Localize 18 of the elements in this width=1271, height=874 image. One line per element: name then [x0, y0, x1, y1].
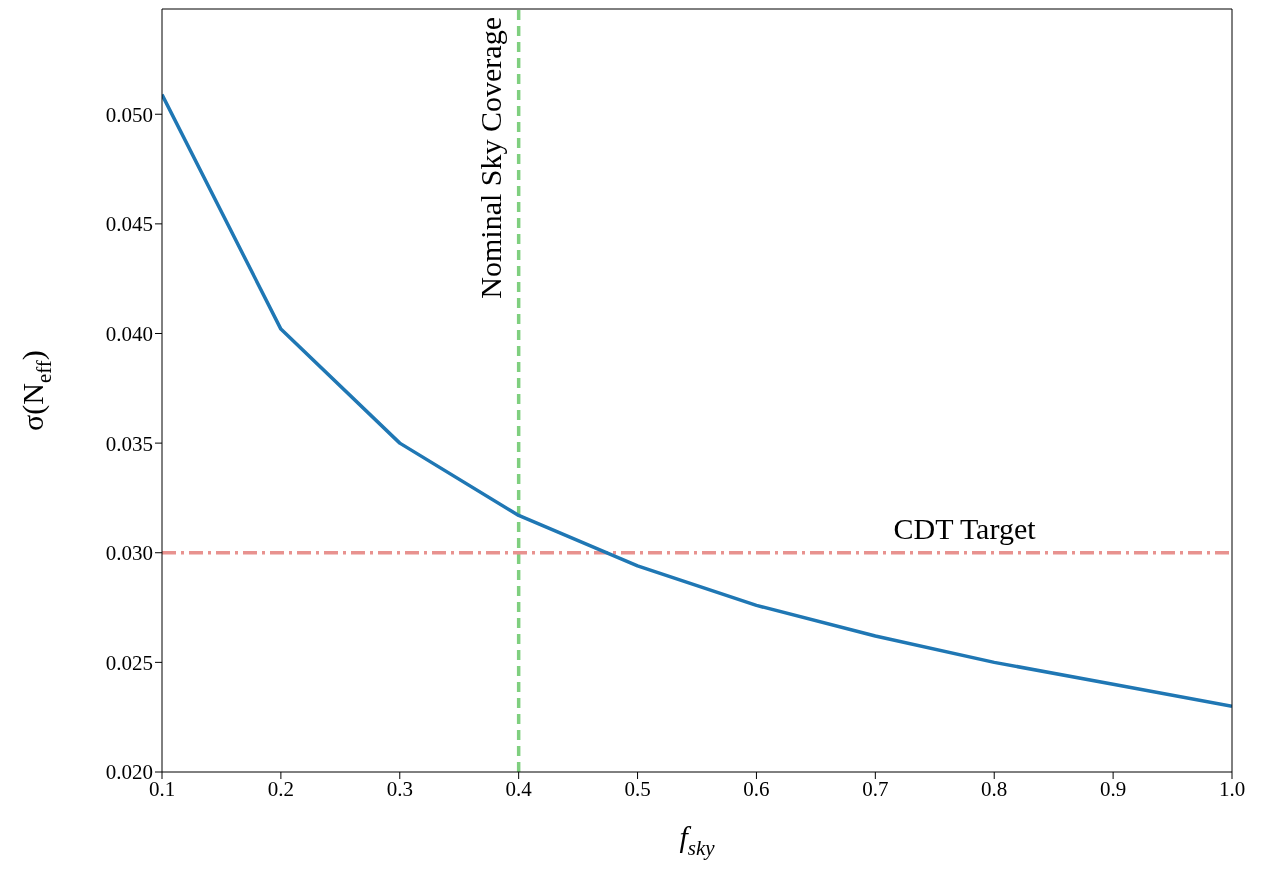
x-tick-label: 0.6	[743, 776, 770, 801]
x-tick-label: 0.4	[505, 776, 533, 801]
y-tick-label: 0.030	[105, 541, 153, 566]
y-tick-label: 0.040	[105, 321, 153, 346]
x-tick-label: 1.0	[1218, 776, 1246, 801]
x-axis-title: f$_{sky}$	[679, 820, 716, 860]
x-tick-label: 0.5	[624, 776, 651, 801]
x-tick-label: 0.3	[386, 776, 413, 801]
y-tick-label: 0.035	[105, 431, 153, 456]
x-tick-label: 0.9	[1099, 776, 1127, 801]
x-tick-label: 0.2	[267, 776, 295, 801]
y-tick-label: 0.045	[105, 212, 153, 237]
y-tick-label: 0.025	[105, 650, 153, 675]
y-tick-label: 0.050	[105, 102, 153, 127]
ref-line-label: CDT Target	[893, 511, 1037, 545]
x-tick-label: 0.8	[981, 776, 1008, 801]
ref-line-label: Nominal Sky Coverage	[473, 17, 507, 299]
x-tick-label: 0.7	[862, 776, 889, 801]
